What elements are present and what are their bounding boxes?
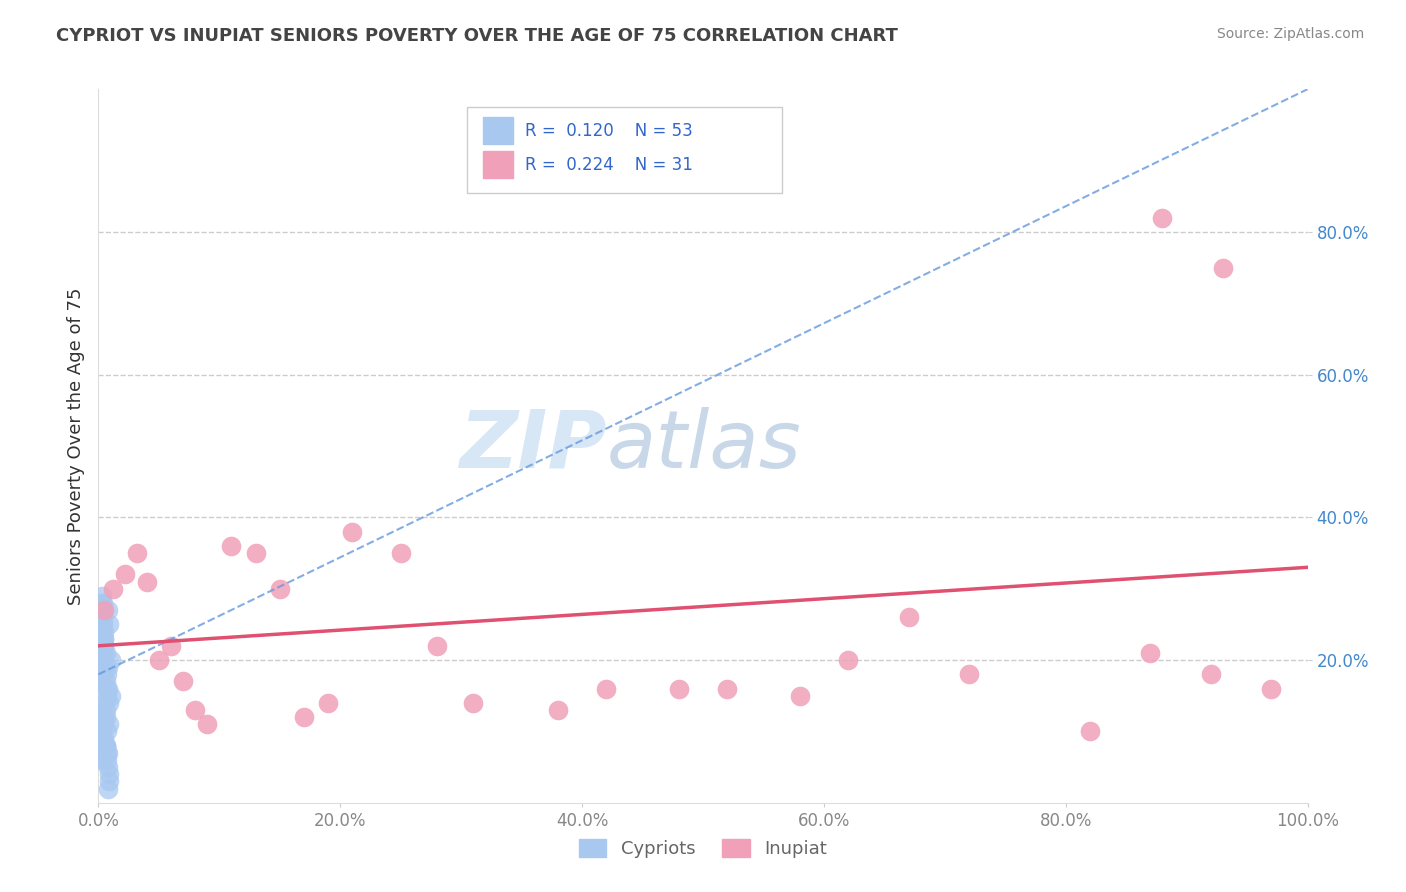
Point bbox=[96, 689, 118, 703]
Point bbox=[1078, 724, 1101, 739]
Point bbox=[91, 731, 114, 746]
Point bbox=[93, 624, 115, 639]
Point bbox=[97, 760, 120, 774]
Point bbox=[100, 653, 122, 667]
Point bbox=[595, 681, 617, 696]
Point bbox=[91, 653, 114, 667]
Point bbox=[98, 617, 121, 632]
Point bbox=[91, 589, 114, 603]
Point bbox=[269, 582, 291, 596]
Point bbox=[195, 717, 218, 731]
Point bbox=[135, 574, 157, 589]
Point bbox=[114, 567, 136, 582]
Legend: Cypriots, Inupiat: Cypriots, Inupiat bbox=[579, 838, 827, 858]
Point bbox=[463, 696, 485, 710]
Point bbox=[91, 624, 114, 639]
Point bbox=[97, 603, 120, 617]
Point bbox=[897, 610, 920, 624]
Point bbox=[148, 653, 170, 667]
Point bbox=[184, 703, 207, 717]
Point bbox=[93, 632, 115, 646]
Point bbox=[98, 774, 121, 789]
Point bbox=[668, 681, 690, 696]
Point bbox=[91, 653, 114, 667]
Point bbox=[94, 739, 117, 753]
Point bbox=[90, 674, 112, 689]
Point bbox=[97, 660, 120, 674]
Point bbox=[91, 603, 114, 617]
Text: R =  0.120    N = 53: R = 0.120 N = 53 bbox=[526, 121, 693, 139]
Point bbox=[91, 753, 114, 767]
Text: ZIP: ZIP bbox=[458, 407, 606, 485]
Point bbox=[1260, 681, 1282, 696]
Text: R =  0.224    N = 31: R = 0.224 N = 31 bbox=[526, 156, 693, 174]
Point bbox=[91, 703, 114, 717]
Y-axis label: Seniors Poverty Over the Age of 75: Seniors Poverty Over the Age of 75 bbox=[66, 287, 84, 605]
Point bbox=[172, 674, 194, 689]
Point bbox=[94, 710, 117, 724]
Point bbox=[91, 596, 114, 610]
Point bbox=[245, 546, 267, 560]
Point bbox=[94, 674, 117, 689]
Point bbox=[91, 646, 114, 660]
Point bbox=[100, 689, 122, 703]
FancyBboxPatch shape bbox=[467, 107, 782, 193]
Point bbox=[94, 739, 117, 753]
Point bbox=[98, 696, 121, 710]
Point bbox=[93, 639, 115, 653]
Point bbox=[91, 617, 114, 632]
Point bbox=[97, 781, 120, 796]
Point bbox=[389, 546, 412, 560]
Point bbox=[96, 753, 118, 767]
Point bbox=[160, 639, 183, 653]
Point bbox=[97, 681, 120, 696]
Point bbox=[91, 667, 114, 681]
Point bbox=[94, 703, 117, 717]
Bar bbox=[482, 152, 513, 178]
Text: CYPRIOT VS INUPIAT SENIORS POVERTY OVER THE AGE OF 75 CORRELATION CHART: CYPRIOT VS INUPIAT SENIORS POVERTY OVER … bbox=[56, 27, 898, 45]
Point bbox=[221, 539, 243, 553]
Point bbox=[94, 646, 117, 660]
Point bbox=[91, 710, 114, 724]
Point bbox=[426, 639, 449, 653]
Point bbox=[96, 746, 118, 760]
Point bbox=[316, 696, 339, 710]
Point bbox=[1212, 260, 1234, 275]
Point bbox=[91, 610, 114, 624]
Point bbox=[101, 582, 124, 596]
Point bbox=[90, 724, 112, 739]
Point bbox=[1199, 667, 1222, 681]
Point bbox=[93, 696, 115, 710]
Point bbox=[716, 681, 738, 696]
Point bbox=[93, 660, 115, 674]
Point bbox=[127, 546, 149, 560]
Point bbox=[97, 746, 120, 760]
Point bbox=[98, 767, 121, 781]
Point bbox=[547, 703, 569, 717]
Point bbox=[96, 681, 118, 696]
Point bbox=[342, 524, 364, 539]
Point bbox=[292, 710, 315, 724]
Point bbox=[1139, 646, 1161, 660]
Point bbox=[789, 689, 811, 703]
Text: Source: ZipAtlas.com: Source: ZipAtlas.com bbox=[1216, 27, 1364, 41]
Point bbox=[93, 632, 115, 646]
Point bbox=[94, 739, 117, 753]
Point bbox=[90, 610, 112, 624]
Point bbox=[957, 667, 980, 681]
Text: atlas: atlas bbox=[606, 407, 801, 485]
Point bbox=[98, 717, 121, 731]
Bar bbox=[482, 117, 513, 145]
Point bbox=[1152, 211, 1174, 225]
Point bbox=[837, 653, 859, 667]
Point bbox=[93, 731, 115, 746]
Point bbox=[96, 667, 118, 681]
Point bbox=[93, 717, 115, 731]
Point bbox=[93, 603, 115, 617]
Point bbox=[96, 724, 118, 739]
Point bbox=[93, 639, 115, 653]
Point bbox=[91, 596, 114, 610]
